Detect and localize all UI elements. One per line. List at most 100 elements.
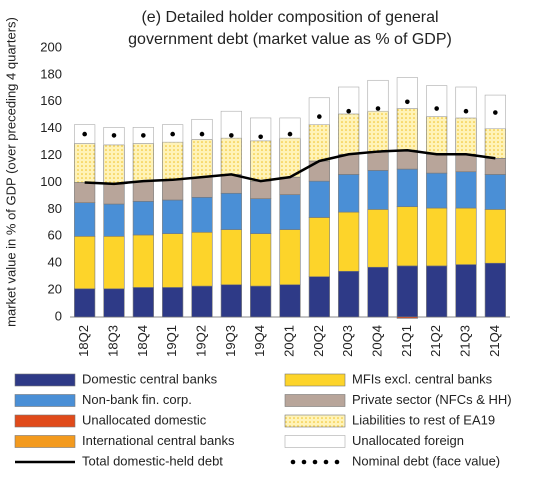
bar (162, 179, 184, 201)
x-tick-label: 21Q4 (487, 325, 502, 357)
bar (308, 217, 330, 277)
bar (367, 266, 389, 318)
bar (220, 137, 242, 175)
legend-swatch (323, 459, 329, 465)
bar (396, 77, 418, 109)
dot (375, 106, 381, 111)
bar (191, 118, 213, 140)
bar (279, 194, 301, 230)
bar (74, 236, 96, 290)
x-tick-label: 20Q4 (369, 325, 384, 357)
bar (250, 117, 272, 142)
bar (396, 316, 418, 319)
legend-swatch (284, 414, 346, 428)
legend-label: Domestic central banks (82, 371, 218, 386)
bar (132, 143, 154, 182)
bar (103, 203, 125, 237)
bar (279, 117, 301, 139)
legend-swatch (14, 394, 76, 407)
x-tick-label: 18Q4 (135, 325, 150, 357)
dot (317, 114, 322, 119)
bar (279, 284, 301, 318)
bar (162, 233, 184, 288)
dot (229, 133, 234, 138)
x-tick-label: 21Q2 (428, 325, 443, 357)
bar (191, 285, 213, 318)
bar (426, 172, 448, 209)
legend-label: Nominal debt (face value) (352, 453, 500, 468)
y-tick-label: 120 (40, 147, 62, 162)
bar (220, 110, 242, 139)
legend-swatch (334, 459, 340, 465)
bar (455, 153, 477, 173)
bar (162, 287, 184, 318)
x-tick-label: 19Q1 (164, 325, 179, 357)
bar (338, 211, 360, 272)
legend-swatch (14, 414, 76, 428)
bar (484, 262, 506, 318)
bar (74, 202, 96, 237)
legend-label: Unallocated domestic (82, 412, 207, 427)
bar (103, 236, 125, 290)
bar (484, 209, 506, 264)
bar (484, 174, 506, 210)
bar (426, 116, 448, 155)
bar (396, 206, 418, 267)
bar (338, 153, 360, 175)
bar (396, 149, 418, 170)
bar (455, 86, 477, 119)
bar (220, 284, 242, 318)
bar (132, 234, 154, 288)
dot (493, 110, 498, 115)
y-tick-label: 200 (40, 39, 62, 54)
bar (396, 168, 418, 208)
dot (258, 134, 263, 140)
x-tick-label: 21Q1 (399, 325, 414, 357)
x-tick-label: 18Q3 (105, 325, 120, 357)
bar (250, 198, 272, 234)
dot (82, 131, 87, 137)
legend-label: Private sector (NFCs & HH) (352, 392, 512, 407)
bar (162, 141, 184, 181)
y-tick-label: 100 (40, 174, 62, 189)
bar (426, 153, 448, 174)
bar (250, 285, 272, 318)
x-tick-label: 20Q2 (311, 325, 326, 357)
bar (250, 180, 272, 199)
line (84, 148, 496, 186)
dot (111, 133, 117, 138)
legend-swatch (14, 373, 76, 387)
y-tick-label: 20 (48, 282, 62, 297)
dot (170, 131, 175, 137)
bar (367, 110, 389, 152)
bar (426, 85, 448, 117)
y-tick-label: 140 (40, 120, 62, 135)
bar (367, 170, 389, 210)
dot (141, 133, 146, 138)
bar (308, 97, 330, 125)
bar (308, 180, 330, 218)
y-tick-label: 80 (48, 201, 62, 216)
bar (367, 79, 389, 112)
y-tick-label: 160 (40, 93, 62, 108)
dot (434, 106, 439, 111)
bar (103, 144, 125, 185)
bar (455, 207, 477, 265)
bar (338, 86, 360, 115)
legend-swatch (284, 373, 346, 387)
bar (279, 137, 301, 178)
bar (220, 229, 242, 286)
bar (455, 171, 477, 209)
bar (74, 182, 96, 203)
bar (132, 201, 154, 236)
bar (396, 265, 418, 318)
y-axis-label: market value in % of GDP (over preceding… (3, 17, 18, 327)
dot (199, 131, 205, 137)
bar (132, 287, 154, 318)
x-tick-label: 19Q3 (223, 325, 238, 357)
bar (426, 207, 448, 267)
chart-title: government debt (market value as % of GD… (128, 31, 452, 48)
legend-label: MFIs excl. central banks (352, 371, 493, 386)
legend-label: Total domestic-held debt (82, 453, 223, 468)
